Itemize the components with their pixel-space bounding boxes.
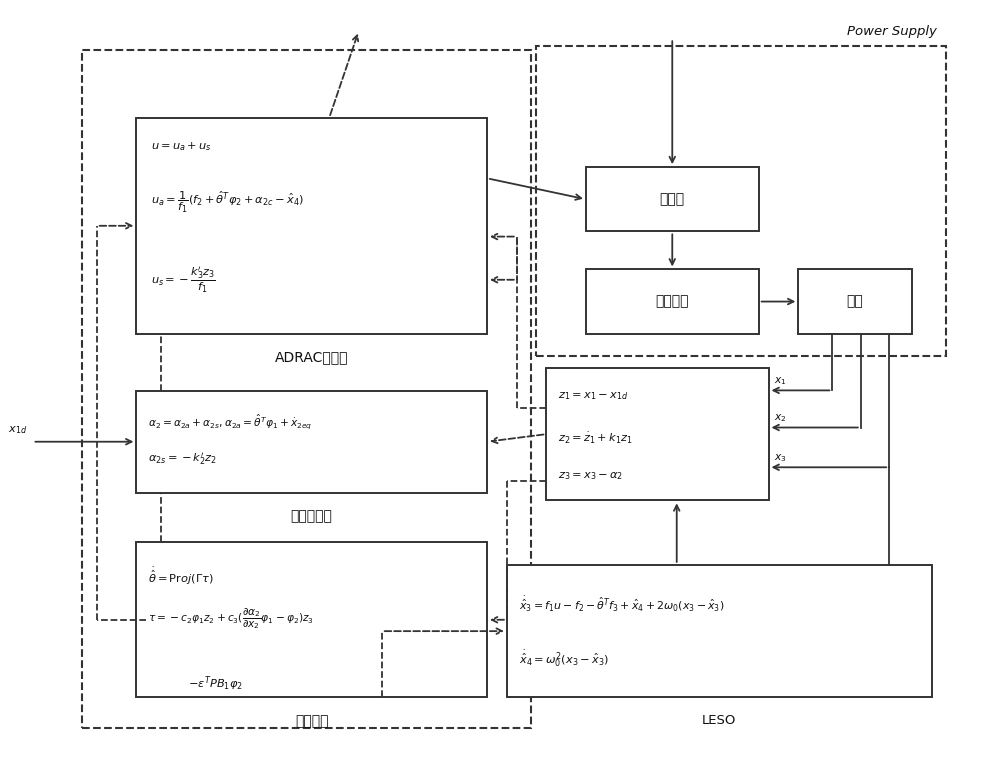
Bar	[586, 167, 759, 231]
Text: $z_1=x_1-x_{1d}$: $z_1=x_1-x_{1d}$	[558, 391, 628, 402]
Text: Power Supply: Power Supply	[847, 25, 937, 38]
Text: 自适应律: 自适应律	[295, 714, 328, 728]
Bar	[798, 270, 912, 334]
Text: $z_2=\dot{z}_1+k_1z_1$: $z_2=\dot{z}_1+k_1z_1$	[558, 430, 633, 446]
Text: $x_{1d}$: $x_{1d}$	[8, 424, 28, 436]
Bar	[536, 46, 946, 356]
Text: 伺服阀: 伺服阀	[660, 192, 685, 206]
Text: 虚拟控制律: 虚拟控制律	[291, 509, 333, 523]
Bar	[586, 270, 759, 334]
Text: ADRAC控制器: ADRAC控制器	[275, 350, 348, 365]
Text: $\dot{\hat{\theta}}=\mathrm{Pr}oj(\Gamma\tau)$: $\dot{\hat{\theta}}=\mathrm{Pr}oj(\Gamma…	[148, 565, 214, 587]
Text: $-\varepsilon^TPB_1\varphi_2$: $-\varepsilon^TPB_1\varphi_2$	[188, 675, 243, 693]
Text: 负载: 负载	[847, 295, 863, 309]
Text: $u=u_a+u_s$: $u=u_a+u_s$	[151, 140, 212, 153]
Text: $u_a=\dfrac{1}{f_1}(f_2+\hat{\theta}^T\varphi_2+\alpha_{2c}-\hat{x}_4)$: $u_a=\dfrac{1}{f_1}(f_2+\hat{\theta}^T\v…	[151, 190, 304, 215]
Text: $u_s=-\dfrac{k_3^{\prime}z_3}{f_1}$: $u_s=-\dfrac{k_3^{\prime}z_3}{f_1}$	[151, 266, 216, 295]
Bar	[507, 565, 932, 697]
Bar	[136, 542, 487, 697]
Text: $\alpha_2=\alpha_{2a}+\alpha_{2s},\alpha_{2a}=\hat{\theta}^T\varphi_1+\dot{x}_{2: $\alpha_2=\alpha_{2a}+\alpha_{2s},\alpha…	[148, 412, 313, 430]
Text: $\alpha_{2s}=-k_2^{\prime}z_2$: $\alpha_{2s}=-k_2^{\prime}z_2$	[148, 451, 217, 467]
Text: $x_1$: $x_1$	[774, 375, 786, 387]
Text: $x_3$: $x_3$	[774, 452, 786, 463]
Text: 液压马达: 液压马达	[656, 295, 689, 309]
Bar	[546, 368, 769, 500]
Text: $x_2$: $x_2$	[774, 412, 786, 424]
Bar	[136, 391, 487, 493]
Text: $\dot{\hat{x}}_3=f_1u-f_2-\hat{\theta}^Tf_3+\hat{x}_4+2\omega_0(x_3-\hat{x}_3)$: $\dot{\hat{x}}_3=f_1u-f_2-\hat{\theta}^T…	[519, 595, 724, 614]
Text: LESO: LESO	[702, 714, 736, 727]
Bar	[82, 50, 531, 728]
Text: $z_3=x_3-\alpha_2$: $z_3=x_3-\alpha_2$	[558, 470, 623, 482]
Text: $\dot{\hat{x}}_4=\omega_0^2(x_3-\hat{x}_3)$: $\dot{\hat{x}}_4=\omega_0^2(x_3-\hat{x}_…	[519, 648, 609, 669]
Text: $\tau=-c_2\varphi_1z_2+c_3(\dfrac{\partial\alpha_2}{\partial x_2}\varphi_1-\varp: $\tau=-c_2\varphi_1z_2+c_3(\dfrac{\parti…	[148, 607, 314, 631]
Bar	[136, 118, 487, 334]
